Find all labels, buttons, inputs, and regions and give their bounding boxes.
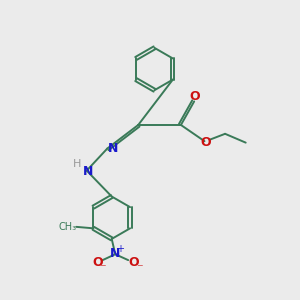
Text: O: O	[128, 256, 139, 269]
Text: N: N	[83, 165, 93, 178]
Text: O: O	[189, 90, 200, 103]
Text: ⁻: ⁻	[99, 262, 106, 275]
Text: N: N	[110, 247, 120, 260]
Text: CH₃: CH₃	[59, 222, 77, 232]
Text: O: O	[200, 136, 211, 149]
Text: +: +	[116, 244, 124, 254]
Text: ⁻: ⁻	[136, 262, 143, 275]
Text: N: N	[107, 142, 118, 155]
Text: O: O	[93, 256, 104, 269]
Text: H: H	[73, 159, 82, 169]
